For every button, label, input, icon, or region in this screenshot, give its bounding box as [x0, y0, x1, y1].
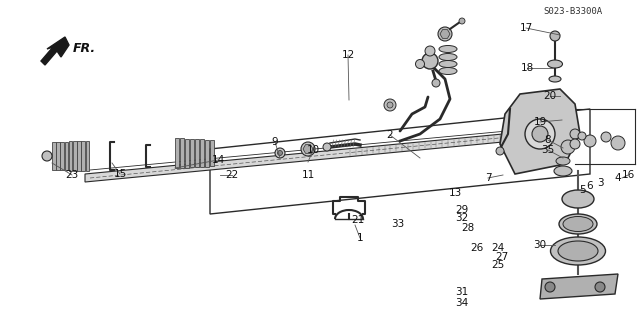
Text: 35: 35 — [541, 145, 555, 155]
Text: 6: 6 — [587, 181, 593, 191]
Circle shape — [425, 46, 435, 56]
Bar — [195, 139, 199, 167]
Bar — [81, 141, 85, 171]
Circle shape — [438, 27, 452, 41]
Text: 22: 22 — [225, 170, 239, 180]
Ellipse shape — [547, 60, 563, 68]
Circle shape — [432, 79, 440, 87]
Text: 11: 11 — [301, 170, 315, 180]
Polygon shape — [500, 89, 580, 174]
Circle shape — [415, 60, 424, 69]
Bar — [210, 140, 214, 166]
Circle shape — [584, 135, 596, 147]
Bar — [200, 139, 204, 167]
Text: 32: 32 — [456, 213, 468, 223]
Circle shape — [561, 140, 575, 154]
Circle shape — [323, 143, 331, 151]
Text: 17: 17 — [520, 23, 532, 33]
Ellipse shape — [550, 237, 605, 265]
Polygon shape — [41, 37, 69, 65]
Text: 15: 15 — [113, 169, 127, 179]
Circle shape — [384, 99, 396, 111]
Circle shape — [525, 119, 555, 149]
Polygon shape — [540, 274, 618, 299]
Circle shape — [387, 102, 393, 108]
Text: 18: 18 — [520, 63, 534, 73]
Text: 25: 25 — [492, 260, 504, 270]
Text: 16: 16 — [621, 170, 635, 180]
Bar — [69, 141, 72, 171]
Bar — [73, 141, 77, 171]
Text: 23: 23 — [65, 170, 79, 180]
Circle shape — [570, 129, 580, 139]
Text: 7: 7 — [484, 173, 492, 183]
Text: 19: 19 — [533, 117, 547, 127]
Text: S023-B3300A: S023-B3300A — [543, 8, 603, 17]
Bar — [190, 139, 194, 167]
Text: 24: 24 — [492, 243, 504, 253]
Text: 26: 26 — [470, 243, 484, 253]
Text: 3: 3 — [596, 178, 604, 188]
Text: 13: 13 — [449, 188, 461, 198]
Circle shape — [301, 142, 315, 156]
Bar — [52, 142, 56, 170]
Text: 29: 29 — [456, 205, 468, 215]
Text: 20: 20 — [543, 91, 557, 101]
Circle shape — [545, 282, 555, 292]
Ellipse shape — [439, 46, 457, 53]
Ellipse shape — [562, 190, 594, 208]
Circle shape — [570, 139, 580, 149]
Ellipse shape — [556, 157, 570, 165]
Circle shape — [278, 151, 282, 155]
Text: 1: 1 — [356, 233, 364, 243]
Ellipse shape — [558, 241, 598, 261]
Ellipse shape — [439, 54, 457, 61]
Ellipse shape — [549, 76, 561, 82]
Circle shape — [601, 132, 611, 142]
Circle shape — [578, 132, 586, 140]
Ellipse shape — [554, 166, 572, 176]
Ellipse shape — [439, 68, 457, 75]
Bar — [65, 142, 68, 170]
Circle shape — [42, 151, 52, 161]
Circle shape — [275, 148, 285, 158]
Polygon shape — [303, 145, 313, 153]
Text: 2: 2 — [387, 130, 394, 140]
Text: 30: 30 — [533, 240, 547, 250]
Polygon shape — [440, 30, 450, 38]
Text: 31: 31 — [456, 287, 468, 297]
Text: 21: 21 — [351, 215, 365, 225]
Polygon shape — [85, 129, 555, 182]
Circle shape — [550, 31, 560, 41]
Bar — [56, 142, 60, 170]
Text: 27: 27 — [495, 252, 509, 262]
Ellipse shape — [439, 61, 457, 68]
Bar — [77, 141, 81, 171]
Circle shape — [422, 53, 438, 69]
Bar — [180, 138, 184, 168]
Text: 12: 12 — [341, 50, 355, 60]
Ellipse shape — [559, 214, 597, 234]
Circle shape — [595, 282, 605, 292]
Circle shape — [532, 126, 548, 142]
Bar — [205, 139, 209, 167]
Text: 5: 5 — [579, 185, 586, 195]
Text: FR.: FR. — [73, 42, 96, 56]
Text: 10: 10 — [307, 145, 319, 155]
Circle shape — [459, 18, 465, 24]
Ellipse shape — [563, 217, 593, 232]
Text: 33: 33 — [392, 219, 404, 229]
Text: 9: 9 — [272, 137, 278, 147]
Bar — [175, 138, 179, 168]
Text: 28: 28 — [461, 223, 475, 233]
Circle shape — [611, 136, 625, 150]
Bar — [60, 142, 64, 170]
Text: 14: 14 — [211, 155, 225, 165]
Text: 8: 8 — [545, 135, 551, 145]
Bar — [86, 141, 89, 171]
Circle shape — [496, 147, 504, 155]
Bar — [185, 138, 189, 167]
Text: 34: 34 — [456, 298, 468, 308]
Text: 4: 4 — [614, 173, 621, 183]
